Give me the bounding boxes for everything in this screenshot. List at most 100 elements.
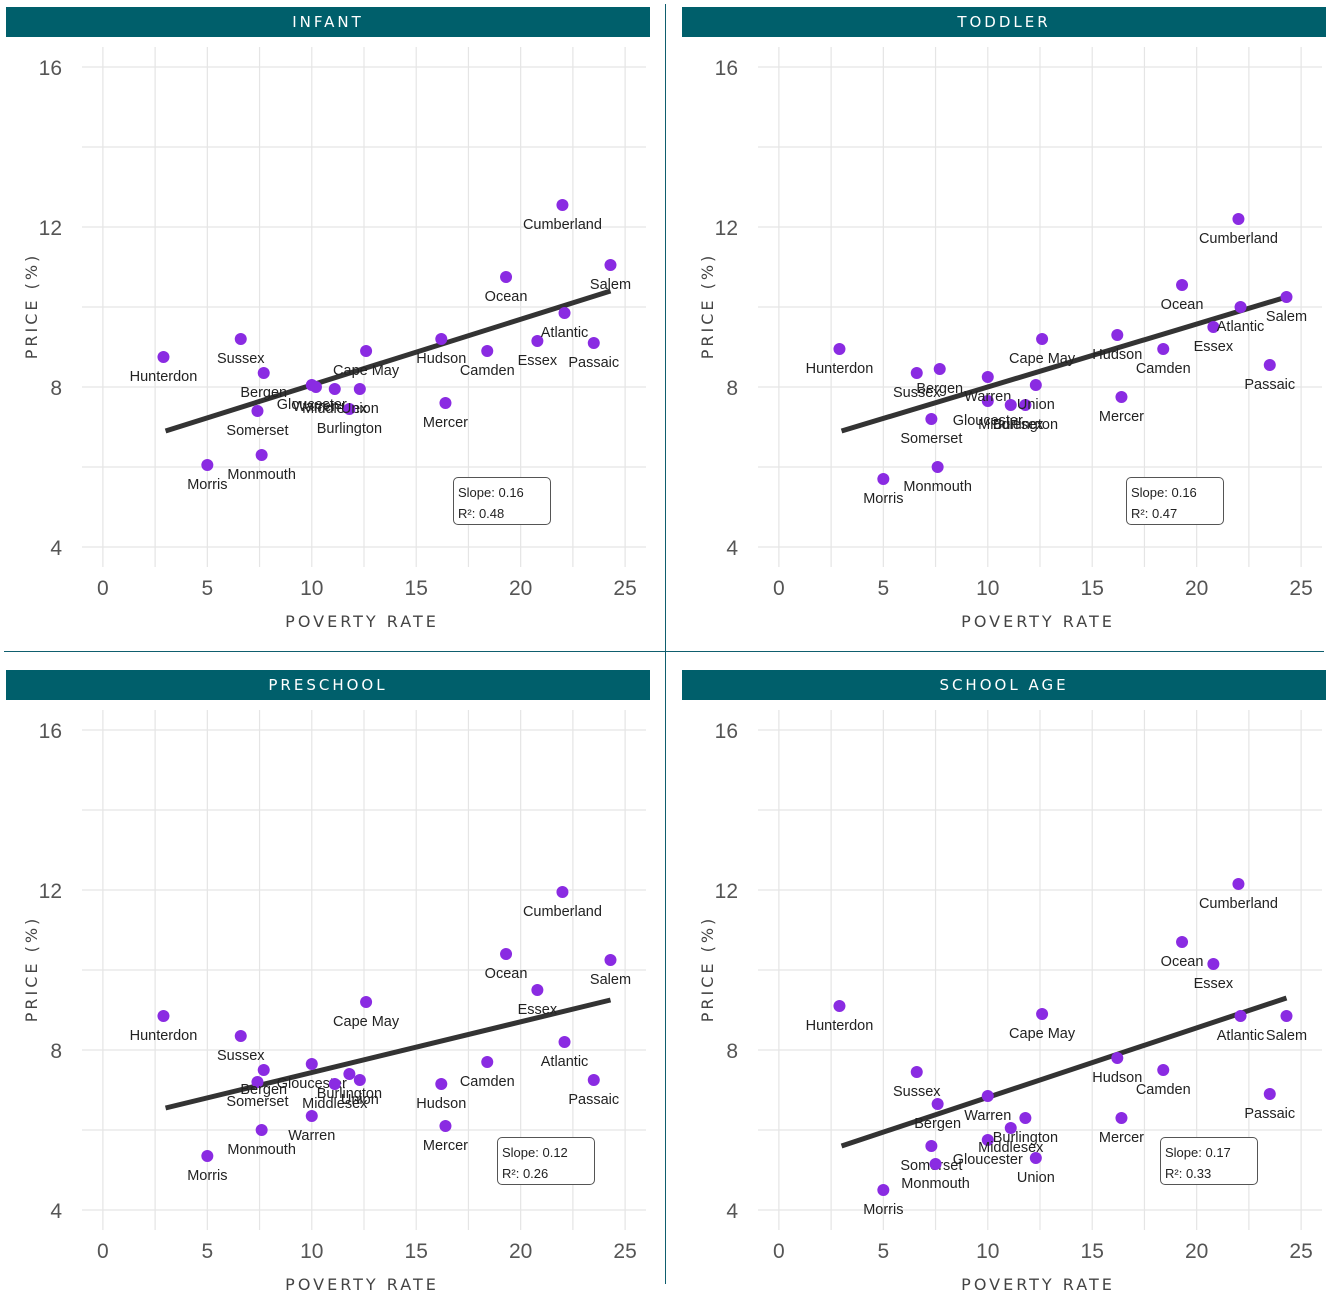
data-point-hunterdon bbox=[833, 343, 846, 355]
point-label: Essex bbox=[518, 1002, 558, 1018]
point-label: Monmouth bbox=[901, 1176, 970, 1192]
data-point-sussex bbox=[234, 1030, 247, 1042]
x-tick-label: 10 bbox=[300, 1240, 323, 1263]
data-point-atlantic bbox=[558, 1036, 571, 1048]
chart-svg: 0 5 10 15 20 25 4 8 12 16 POVERTY RATE PRICE (%) Hun… bbox=[698, 710, 1322, 1294]
x-axis-label: POVERTY RATE bbox=[285, 1275, 439, 1294]
point-label: Hudson bbox=[1092, 347, 1142, 363]
data-point-cape-may bbox=[1036, 1008, 1049, 1020]
point-label: Hunterdon bbox=[806, 1018, 874, 1034]
point-label: Ocean bbox=[1161, 954, 1204, 970]
data-point-middlesex bbox=[328, 1078, 341, 1090]
data-point-mercer bbox=[1115, 391, 1128, 403]
y-tick-label: 8 bbox=[726, 1040, 738, 1063]
point-label: Hunterdon bbox=[130, 369, 198, 385]
data-point-mercer bbox=[439, 397, 452, 409]
point-label: Camden bbox=[460, 1074, 515, 1090]
x-tick-label: 5 bbox=[877, 1240, 889, 1263]
x-tick-label: 15 bbox=[1081, 577, 1104, 600]
data-point-monmouth bbox=[931, 461, 944, 473]
point-label: Passaic bbox=[1244, 1106, 1295, 1122]
data-point-bergen bbox=[257, 367, 270, 379]
trend-line bbox=[840, 995, 1288, 1149]
data-point-cumberland bbox=[556, 886, 569, 898]
point-label: Sussex bbox=[217, 351, 265, 367]
r2-label: R²: 0.47 bbox=[1131, 506, 1178, 521]
point-label: Ocean bbox=[1161, 297, 1204, 313]
point-label: Morris bbox=[187, 1168, 227, 1184]
x-tick-label: 15 bbox=[1081, 1240, 1104, 1263]
y-tick-label: 4 bbox=[50, 1200, 62, 1223]
stats-box: Slope: 0.16 R²: 0.48 bbox=[453, 477, 551, 525]
data-point-cape-may bbox=[360, 345, 373, 357]
data-point-cumberland bbox=[1232, 878, 1245, 890]
chart-panel-school-age: SCHOOL AGE 0 5 10 15 20 25 4 8 12 16 POVERTY RATE P… bbox=[682, 670, 1326, 1310]
data-point-warren bbox=[981, 371, 994, 383]
r2-label: R²: 0.26 bbox=[502, 1166, 549, 1181]
point-label: Gloucester bbox=[953, 413, 1023, 429]
data-point-burlington bbox=[343, 1068, 356, 1080]
point-label: Middlesex bbox=[978, 1140, 1044, 1156]
point-label: Salem bbox=[1266, 309, 1307, 325]
point-label: Union bbox=[1017, 397, 1055, 413]
point-label: Hunterdon bbox=[806, 361, 874, 377]
x-tick-label: 10 bbox=[976, 577, 999, 600]
stats-box: Slope: 0.17 R²: 0.33 bbox=[1160, 1137, 1258, 1185]
point-label: Passaic bbox=[1244, 377, 1295, 393]
data-point-hudson bbox=[1111, 1052, 1124, 1064]
stats-box: Slope: 0.16 R²: 0.47 bbox=[1126, 477, 1224, 525]
data-point-somerset bbox=[251, 405, 264, 417]
point-label: Camden bbox=[460, 363, 515, 379]
data-point-mercer bbox=[439, 1120, 452, 1132]
x-tick-label: 25 bbox=[613, 1240, 636, 1263]
data-point-salem bbox=[604, 259, 617, 271]
data-point-union bbox=[1029, 1152, 1042, 1164]
data-point-atlantic bbox=[1234, 1010, 1247, 1022]
data-point-union bbox=[353, 1074, 366, 1086]
point-label: Hunterdon bbox=[130, 1028, 198, 1044]
y-tick-label: 12 bbox=[39, 880, 62, 903]
data-point-hudson bbox=[435, 333, 448, 345]
point-label: Cape May bbox=[1009, 1026, 1076, 1042]
data-point-monmouth bbox=[929, 1158, 942, 1170]
x-tick-label: 25 bbox=[613, 577, 636, 600]
point-label: Hudson bbox=[416, 1096, 466, 1112]
data-point-warren bbox=[309, 381, 322, 393]
point-label: Somerset bbox=[900, 431, 962, 447]
point-label: Union bbox=[1017, 1170, 1055, 1186]
y-tick-label: 12 bbox=[715, 217, 738, 240]
x-tick-label: 5 bbox=[201, 1240, 213, 1263]
point-label: Union bbox=[341, 1092, 379, 1108]
data-point-sussex bbox=[910, 1066, 923, 1078]
point-label: Essex bbox=[1194, 976, 1234, 992]
data-point-morris bbox=[877, 1184, 890, 1196]
slope-label: Slope: 0.12 bbox=[502, 1145, 568, 1160]
data-point-burlington bbox=[343, 403, 356, 415]
data-point-cape-may bbox=[360, 996, 373, 1008]
trend-line bbox=[164, 288, 612, 434]
data-point-morris bbox=[877, 473, 890, 485]
point-label: Bergen bbox=[914, 1116, 961, 1132]
point-label: Passaic bbox=[568, 355, 619, 371]
chart-panel-preschool: PRESCHOOL 0 5 10 15 20 25 4 8 12 16 POVERTY RATE PR… bbox=[6, 670, 650, 1310]
x-axis-label: POVERTY RATE bbox=[961, 612, 1115, 631]
data-point-somerset bbox=[251, 1076, 264, 1088]
y-axis-label: PRICE (%) bbox=[22, 916, 41, 1023]
x-tick-label: 20 bbox=[1185, 577, 1208, 600]
point-label: Monmouth bbox=[903, 479, 972, 495]
point-label: Mercer bbox=[1099, 409, 1144, 425]
y-tick-label: 8 bbox=[726, 377, 738, 400]
x-tick-label: 0 bbox=[97, 1240, 109, 1263]
point-label: Hudson bbox=[1092, 1070, 1142, 1086]
point-label: Cumberland bbox=[1199, 231, 1278, 247]
y-tick-label: 4 bbox=[726, 537, 738, 560]
point-label: Bergen bbox=[240, 1082, 287, 1098]
data-point-middlesex bbox=[1004, 1122, 1017, 1134]
panel-title: SCHOOL AGE bbox=[682, 670, 1326, 700]
point-label: Mercer bbox=[423, 415, 468, 431]
x-tick-label: 5 bbox=[201, 577, 213, 600]
point-label: Union bbox=[341, 401, 379, 417]
x-tick-label: 10 bbox=[300, 577, 323, 600]
point-label: Gloucester bbox=[277, 1076, 347, 1092]
data-point-camden bbox=[481, 1056, 494, 1068]
